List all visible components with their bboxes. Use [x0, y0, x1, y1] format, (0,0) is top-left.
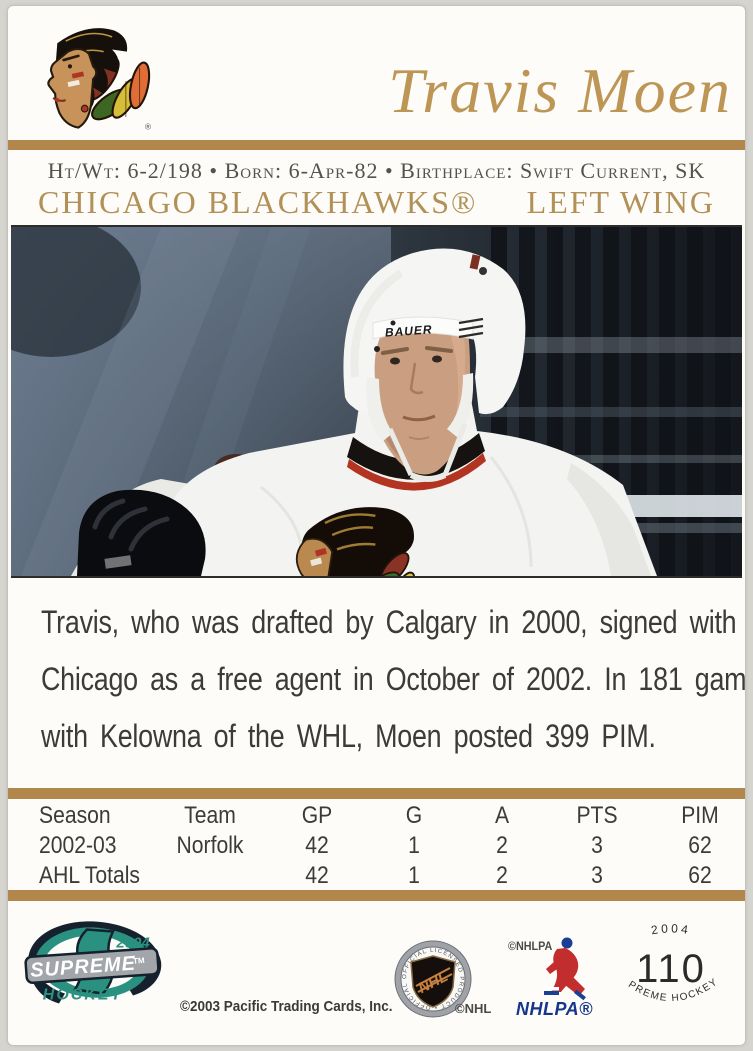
- bio-line-1: Travis, who was drafted by Calgary in 20…: [41, 604, 737, 640]
- cell-g: 1: [408, 862, 420, 889]
- team-name: CHICAGO BLACKHAWKS®: [38, 184, 478, 220]
- trading-card-back: ® Travis Moen Ht/Wt: 6-2/198 • Born: 6-A…: [8, 6, 745, 1045]
- chin-strap: [387, 423, 468, 477]
- cell-gp: 42: [305, 862, 329, 889]
- nhlpa-copyright: ©NHLPA: [508, 939, 553, 953]
- helmet-band: [372, 316, 474, 340]
- player-figure: BAUER: [71, 248, 657, 576]
- brand-year: 2004: [115, 935, 150, 952]
- col-team: Team: [184, 802, 236, 829]
- cell-pts: 3: [591, 862, 603, 889]
- blackhawks-logo: ®: [47, 28, 152, 132]
- nhl-shield-icon: [410, 955, 456, 1008]
- player-name: Travis Moen: [388, 55, 732, 126]
- stats-header-row: Season Team GP G A PTS PIM: [8, 802, 745, 832]
- cell-season: 2002-03: [39, 832, 117, 859]
- card-number: 110: [636, 947, 706, 991]
- player-bio: Travis, who was drafted by Calgary in 20…: [41, 594, 745, 765]
- col-pim: PIM: [681, 802, 719, 829]
- jersey-collar: [347, 433, 485, 480]
- helmet: [343, 248, 526, 415]
- gold-divider-stats-bottom: [8, 890, 745, 901]
- supreme-hockey-logo: 2004 SUPREME TM HOCKEY: [24, 921, 162, 1004]
- stats-row-totals: AHL Totals 42 1 2 3 62: [8, 862, 745, 892]
- cell-a: 2: [496, 862, 508, 889]
- cell-pim: 62: [688, 862, 712, 889]
- col-gp: GP: [301, 802, 333, 829]
- nhl-copyright: ©NHL: [455, 1001, 492, 1016]
- publisher-copyright: ©2003 Pacific Trading Cards, Inc.: [180, 998, 393, 1015]
- bio-line-2: Chicago as a free agent in October of 20…: [41, 661, 745, 697]
- helmet-sticker: [469, 254, 481, 270]
- cell-gp: 42: [305, 832, 329, 859]
- cell-g: 1: [408, 832, 420, 859]
- jersey-crest: [295, 507, 416, 576]
- col-pts: PTS: [576, 802, 618, 829]
- card-number-block: 2004 110 SUPREME HOCKEY™: [615, 916, 719, 1004]
- brand-tm: TM: [133, 956, 145, 966]
- helmet-vents-icon: [458, 317, 484, 339]
- player-photo: BAUER: [11, 225, 742, 578]
- cell-pts: 3: [591, 832, 603, 859]
- brand-sport: HOCKEY: [43, 987, 123, 1004]
- nhlpa-wordmark: NHLPA®: [516, 999, 593, 1019]
- col-g: G: [405, 802, 423, 829]
- cell-a: 2: [496, 832, 508, 859]
- svg-text:Travis Moen: Travis Moen: [388, 55, 732, 126]
- registered-mark: ®: [145, 122, 152, 132]
- bio-line-3: with Kelowna of the WHL, Moen posted 399…: [41, 718, 656, 754]
- gold-divider-stats-top: [8, 788, 745, 799]
- cell-pim: 62: [688, 832, 712, 859]
- col-a: A: [494, 802, 510, 829]
- brand-banner: SUPREME TM: [24, 947, 160, 984]
- helmet-brand-text: BAUER: [384, 322, 433, 339]
- stats-table: Season Team GP G A PTS PIM 2002-03 Norfo…: [8, 802, 745, 892]
- player-vitals: Ht/Wt: 6-2/198 • Born: 6-Apr-82 • Birthp…: [47, 158, 706, 183]
- col-season: Season: [39, 802, 111, 829]
- indian-head-icon: [47, 28, 128, 129]
- cell-team: Norfolk: [176, 832, 244, 859]
- gold-divider-top: [8, 140, 745, 150]
- player-position: LEFT WING: [526, 184, 715, 220]
- team-position-line: CHICAGO BLACKHAWKS® LEFT WING: [8, 184, 745, 221]
- nhl-logo: OFFICIAL LICENSED PRODUCT • OFFICIAL LIC…: [392, 940, 472, 1018]
- stats-row-season: 2002-03 Norfolk 42 1 2 3 62: [8, 832, 745, 862]
- nhlpa-skater-icon: [544, 937, 586, 1001]
- cell-season: AHL Totals: [39, 862, 140, 889]
- card-number-year: 2004: [650, 921, 692, 937]
